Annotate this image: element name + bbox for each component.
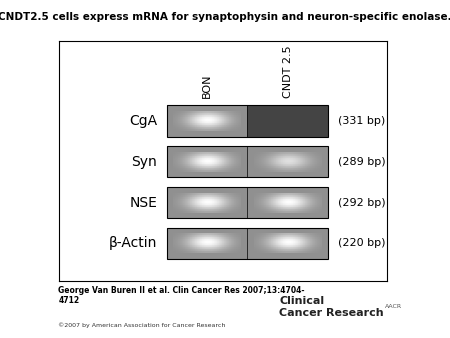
- Text: (220 bp): (220 bp): [338, 238, 385, 248]
- Bar: [248, 187, 328, 218]
- Bar: [248, 228, 328, 259]
- Text: NSE: NSE: [129, 196, 157, 210]
- Text: (331 bp): (331 bp): [338, 116, 385, 126]
- Text: CgA: CgA: [129, 114, 157, 128]
- Text: Clinical
Cancer Research: Clinical Cancer Research: [279, 296, 383, 318]
- Bar: [248, 105, 328, 137]
- Text: (289 bp): (289 bp): [338, 157, 385, 167]
- Bar: [167, 187, 328, 218]
- Bar: [167, 146, 328, 177]
- Text: β-Actin: β-Actin: [109, 236, 157, 250]
- Bar: [167, 146, 248, 177]
- Text: George Van Buren II et al. Clin Cancer Res 2007;13:4704-
4712: George Van Buren II et al. Clin Cancer R…: [58, 286, 305, 305]
- Bar: [167, 228, 328, 259]
- Text: BON: BON: [202, 74, 212, 98]
- Bar: [167, 105, 328, 137]
- Text: CNDT2.5 cells express mRNA for synaptophysin and neuron-specific enolase.: CNDT2.5 cells express mRNA for synaptoph…: [0, 12, 450, 22]
- Text: CNDT 2.5: CNDT 2.5: [283, 46, 293, 98]
- Text: (292 bp): (292 bp): [338, 197, 385, 208]
- Text: Syn: Syn: [131, 155, 157, 169]
- Text: ©2007 by American Association for Cancer Research: ©2007 by American Association for Cancer…: [58, 322, 226, 328]
- Bar: [167, 228, 248, 259]
- Text: AACR: AACR: [385, 304, 402, 309]
- Bar: [248, 146, 328, 177]
- Bar: [167, 187, 248, 218]
- Bar: [167, 105, 248, 137]
